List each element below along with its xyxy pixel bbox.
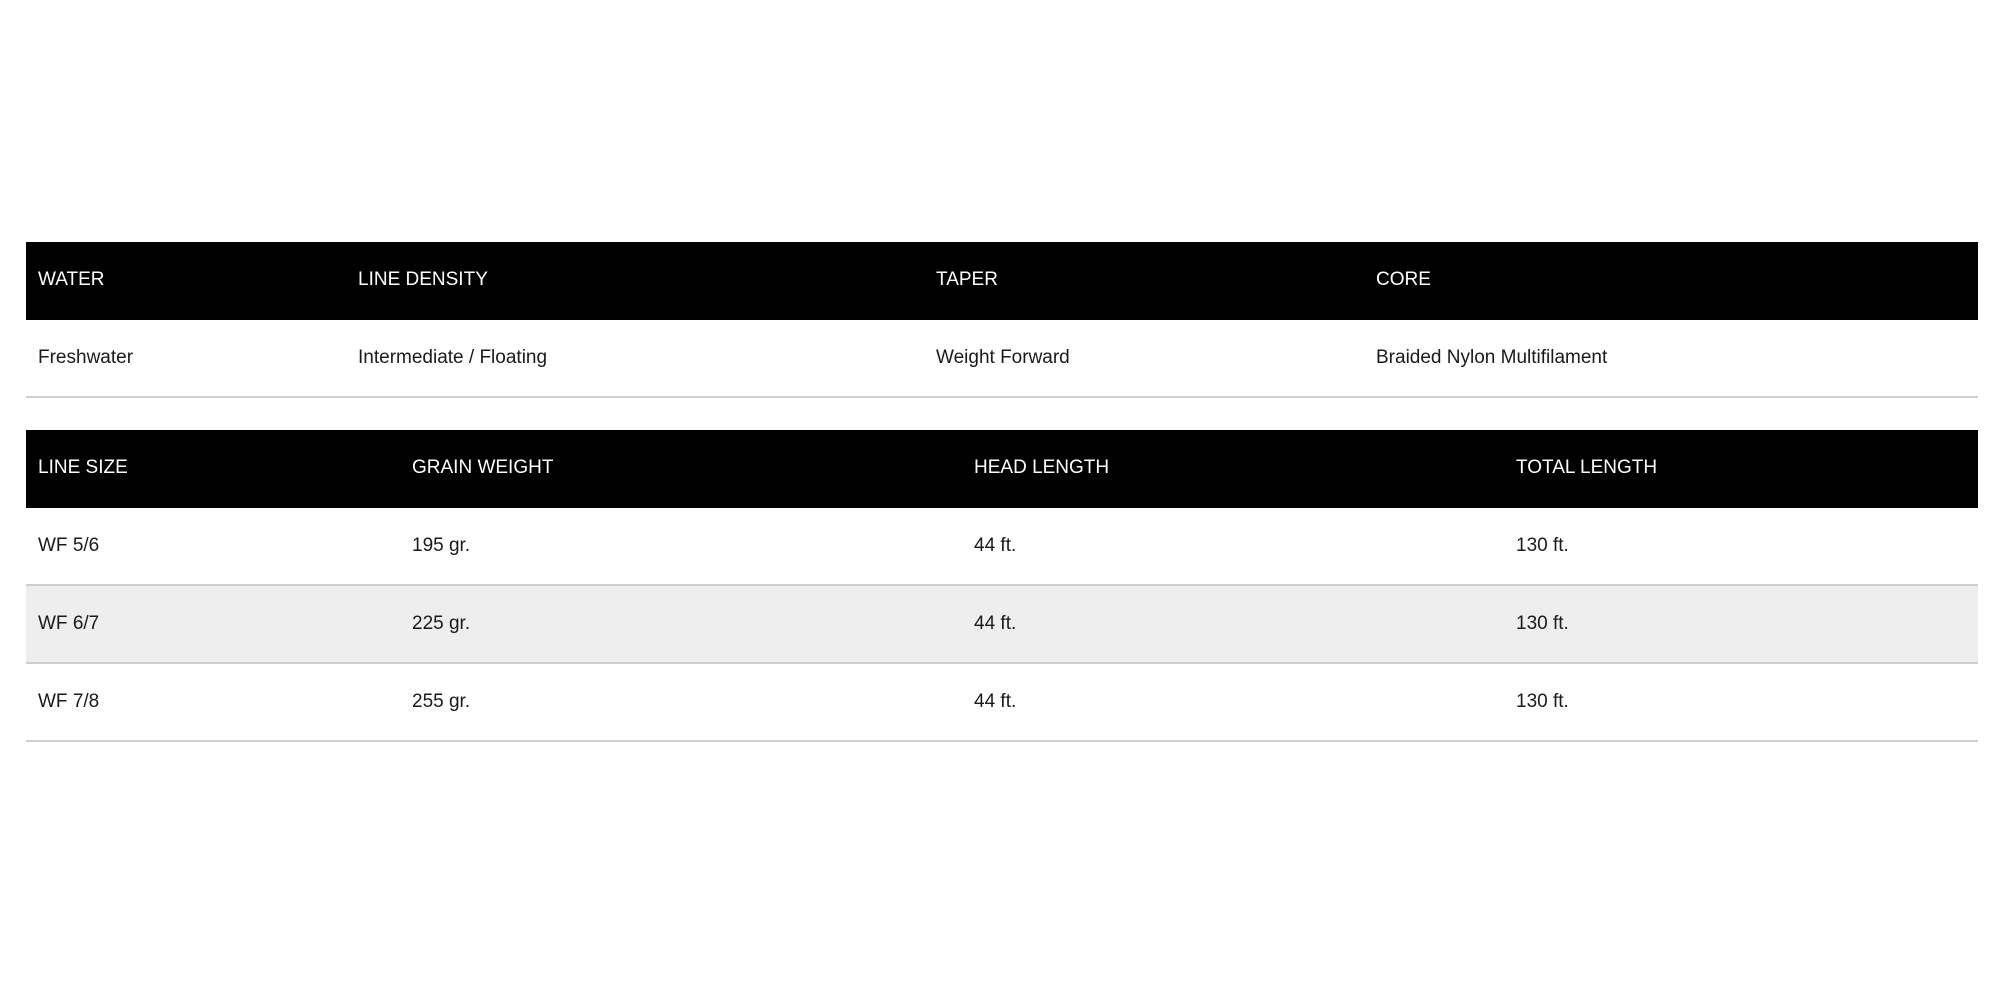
table-row: WF 5/6 195 gr. 44 ft. 130 ft. [26,508,1978,586]
header-total-length: TOTAL LENGTH [1516,457,1658,478]
cell-line-size: WF 6/7 [38,613,100,634]
cell-grain-weight: 195 gr. [412,535,471,556]
cell-line-size: WF 5/6 [38,535,100,556]
cell-total-length: 130 ft. [1516,535,1569,556]
table-row: WF 7/8 255 gr. 44 ft. 130 ft. [26,664,1978,742]
cell-total-length: 130 ft. [1516,613,1569,634]
cell-line-size: WF 7/8 [38,691,100,712]
cell-grain-weight: 255 gr. [412,691,471,712]
cell-taper: Weight Forward [936,347,1070,368]
spec-table: WATER LINE DENSITY TAPER CORE Freshwater… [26,242,1978,398]
cell-line-density: Intermediate / Floating [358,347,548,368]
cell-core: Braided Nylon Multifilament [1376,347,1608,368]
cell-head-length: 44 ft. [974,613,1017,634]
cell-head-length: 44 ft. [974,691,1017,712]
cell-total-length: 130 ft. [1516,691,1569,712]
size-table: LINE SIZE GRAIN WEIGHT HEAD LENGTH TOTAL… [26,430,1978,742]
header-core: CORE [1376,269,1431,290]
table-row: Freshwater Intermediate / Floating Weigh… [26,320,1978,398]
cell-water: Freshwater [38,347,134,368]
header-grain-weight: GRAIN WEIGHT [412,457,554,478]
size-table-header: LINE SIZE GRAIN WEIGHT HEAD LENGTH TOTAL… [26,430,1978,508]
table-row: WF 6/7 225 gr. 44 ft. 130 ft. [26,586,1978,664]
header-water: WATER [38,269,105,290]
cell-head-length: 44 ft. [974,535,1017,556]
header-line-density: LINE DENSITY [358,269,488,290]
spec-table-header: WATER LINE DENSITY TAPER CORE [26,242,1978,320]
cell-grain-weight: 225 gr. [412,613,471,634]
header-line-size: LINE SIZE [38,457,128,478]
header-taper: TAPER [936,269,998,290]
header-head-length: HEAD LENGTH [974,457,1110,478]
